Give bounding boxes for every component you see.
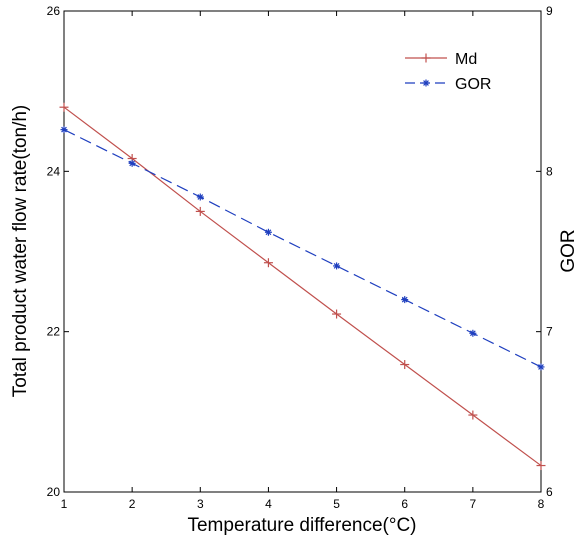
marker-star-d2	[401, 296, 408, 303]
data-point-md	[536, 461, 546, 471]
y-left-tick-label: 24	[47, 164, 61, 178]
y-left-tick-label: 26	[47, 4, 61, 18]
x-tick-label: 1	[61, 497, 68, 511]
data-point-md	[332, 309, 342, 319]
y-right-tick-label: 9	[546, 4, 553, 18]
y-axis-right-title: GOR	[558, 229, 579, 272]
data-point-gor	[264, 228, 272, 236]
data-point-md	[400, 360, 410, 370]
y-left-tick-label: 20	[47, 485, 61, 499]
y-left-tick-label: 22	[47, 325, 61, 339]
data-point-md	[263, 258, 273, 268]
y-axis-left-title: Total product water flow rate(ton/h)	[10, 105, 31, 398]
data-point-md	[59, 102, 69, 112]
x-axis-title: Temperature difference(°C)	[187, 515, 416, 536]
legend: Md GOR	[398, 40, 528, 98]
marker-star-d2	[61, 126, 67, 133]
series-gor	[60, 126, 545, 371]
data-point-gor	[401, 296, 409, 304]
x-tick-label: 8	[538, 497, 545, 511]
axis-ticks: 1 2 3 4 5 6 7 8 20 22 24 26 6 7 8 9	[47, 4, 553, 511]
marker-star-d2	[538, 364, 544, 370]
x-tick-label: 2	[129, 497, 136, 511]
data-point-gor	[60, 126, 68, 134]
data-point-gor	[537, 363, 545, 371]
data-point-gor	[333, 262, 341, 270]
marker-star-d2	[333, 263, 340, 269]
legend-entry-gor: GOR	[405, 76, 491, 93]
y-right-tick-label: 8	[546, 164, 553, 178]
data-point-md	[195, 206, 205, 216]
y-right-tick-label: 6	[546, 485, 553, 499]
legend-box	[398, 40, 528, 98]
x-tick-label: 6	[401, 497, 408, 511]
series-layer	[59, 102, 546, 471]
x-tick-label: 5	[333, 497, 340, 511]
data-point-gor	[128, 159, 136, 167]
legend-entry-md: Md	[405, 51, 477, 68]
data-point-gor	[469, 329, 477, 337]
data-point-gor	[196, 193, 204, 201]
marker-star-d2	[423, 80, 429, 86]
marker-star-d2	[469, 330, 476, 337]
marker-star-d2	[265, 229, 272, 236]
series-line-md	[63, 106, 542, 467]
y-right-tick-label: 7	[546, 325, 553, 339]
marker-star-d2	[197, 194, 204, 200]
marker-star-d2	[129, 160, 136, 167]
x-tick-label: 4	[265, 497, 272, 511]
data-point-md	[468, 410, 478, 420]
series-md	[59, 102, 546, 471]
legend-label: Md	[455, 51, 477, 68]
legend-label: GOR	[455, 76, 491, 93]
x-tick-label: 7	[470, 497, 477, 511]
x-tick-label: 3	[197, 497, 204, 511]
